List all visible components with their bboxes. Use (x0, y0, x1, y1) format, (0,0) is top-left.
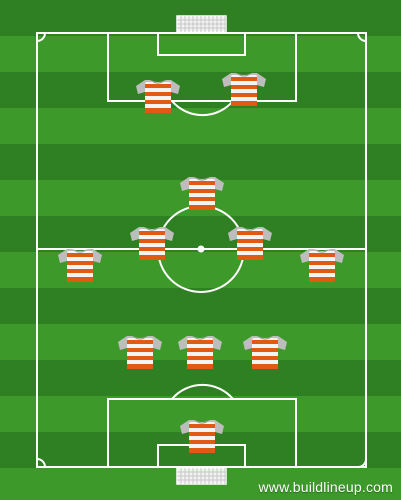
corner-arc-top-left (36, 32, 46, 42)
bottom-penalty-arc (171, 383, 234, 400)
corner-arc-bottom-left (36, 458, 46, 468)
grass-stripe (0, 108, 401, 144)
watermark-link[interactable]: www.buildlineup.com (258, 479, 393, 495)
center-spot (197, 245, 205, 253)
corner-arc-bottom-right (357, 458, 367, 468)
top-penalty-arc (171, 100, 234, 117)
grass-stripe (0, 72, 401, 108)
top-goal-area (157, 32, 246, 56)
bottom-goal (176, 467, 227, 485)
grass-stripe (0, 144, 401, 180)
top-goal (176, 15, 227, 33)
corner-arc-top-right (357, 32, 367, 42)
grass-stripe (0, 288, 401, 324)
